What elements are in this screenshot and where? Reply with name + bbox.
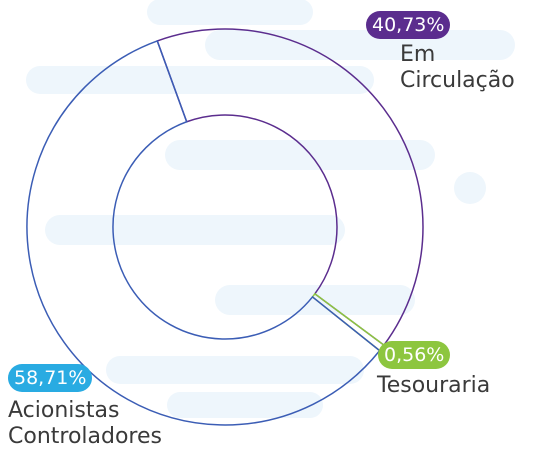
category-label: Em Circulação [400,42,515,93]
category-label: Tesouraria [377,373,491,398]
donut-segment [26,39,381,426]
donut-segment [156,28,424,347]
value-label: 40,73% [366,11,451,39]
value-label: 0,56% [378,341,451,369]
category-label: Acionistas Controladores [8,398,162,449]
value-label: 58,71% [8,364,93,392]
